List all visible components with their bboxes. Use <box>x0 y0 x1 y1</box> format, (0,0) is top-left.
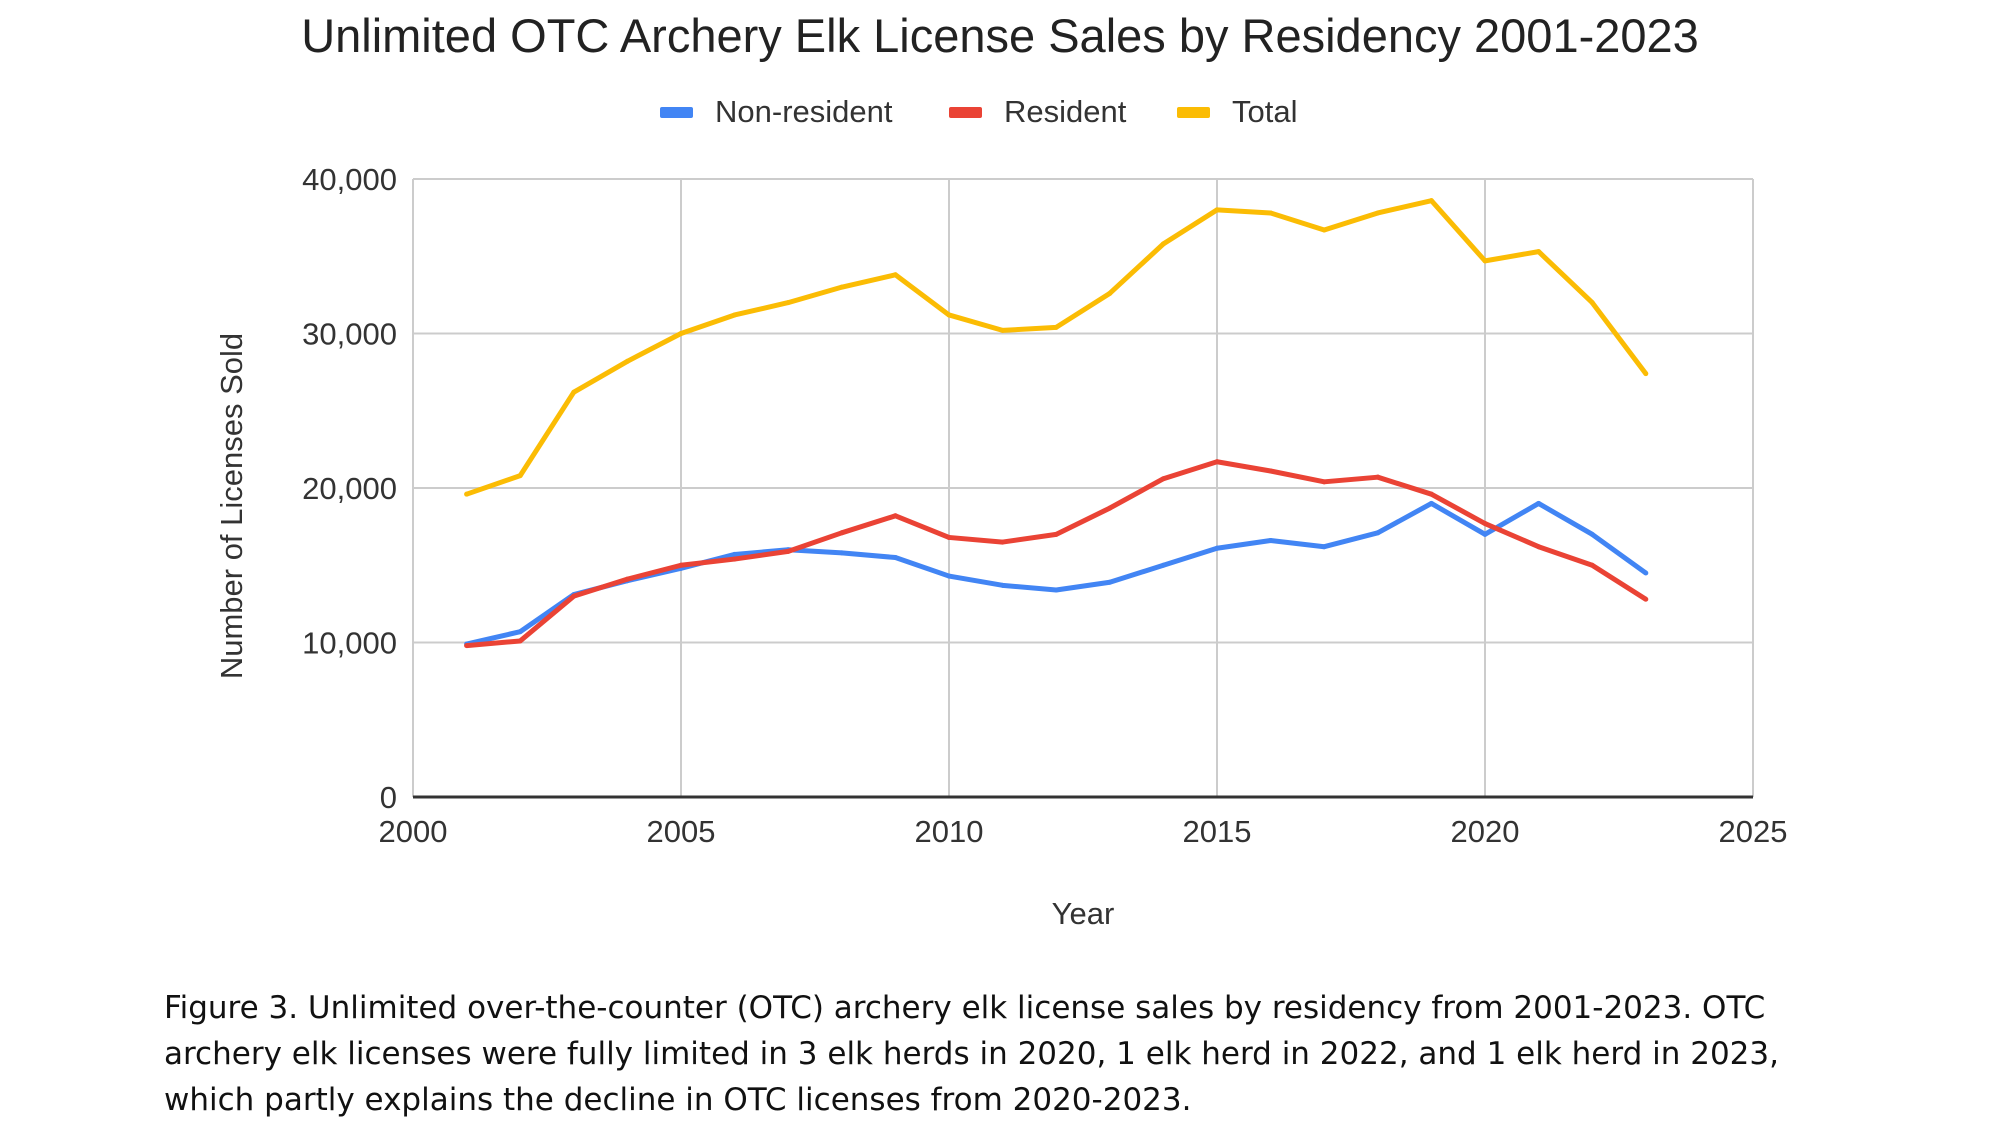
data-point <box>517 629 523 635</box>
data-point <box>732 556 738 562</box>
data-point <box>517 638 523 644</box>
data-point <box>1321 227 1327 233</box>
data-point <box>732 312 738 318</box>
data-point <box>1000 539 1006 545</box>
chart-title: Unlimited OTC Archery Elk License Sales … <box>301 9 1699 62</box>
data-point <box>1589 531 1595 537</box>
y-tick-label: 10,000 <box>302 626 397 661</box>
data-point <box>1268 538 1274 544</box>
data-point <box>1428 491 1434 497</box>
data-point <box>1536 544 1542 550</box>
data-point <box>1053 587 1059 593</box>
data-point <box>1375 474 1381 480</box>
data-point <box>839 530 845 536</box>
data-point <box>1428 500 1434 506</box>
legend-label: Resident <box>1004 94 1127 129</box>
x-tick-label: 2020 <box>1451 814 1520 849</box>
data-point <box>1482 521 1488 527</box>
data-point <box>1268 468 1274 474</box>
data-point <box>946 312 952 318</box>
data-point <box>1536 249 1542 255</box>
data-point <box>1160 476 1166 482</box>
x-tick-label: 2025 <box>1719 814 1788 849</box>
data-point <box>1589 562 1595 568</box>
data-point <box>1053 324 1059 330</box>
y-tick-label: 40,000 <box>302 162 397 197</box>
x-tick-label: 2005 <box>647 814 716 849</box>
data-point <box>1482 258 1488 264</box>
figure-caption: Figure 3. Unlimited over-the-counter (OT… <box>164 990 1779 1118</box>
data-point <box>464 643 470 649</box>
data-point <box>1107 290 1113 296</box>
data-point <box>517 473 523 479</box>
legend-swatch <box>949 106 982 118</box>
data-point <box>678 331 684 336</box>
data-point <box>839 284 845 290</box>
legend-item-total: Total <box>1177 92 1297 132</box>
data-point <box>732 551 738 557</box>
data-point <box>1160 241 1166 247</box>
x-axis-title: Year <box>1052 896 1115 931</box>
data-point <box>785 548 791 554</box>
data-point <box>1643 596 1649 602</box>
data-point <box>1053 531 1059 537</box>
legend-swatch <box>660 106 693 118</box>
data-point <box>946 573 952 579</box>
y-tick-label: 20,000 <box>302 471 397 506</box>
data-point <box>464 491 470 497</box>
data-point <box>1482 531 1488 537</box>
data-point <box>1107 579 1113 585</box>
data-point <box>1268 210 1274 216</box>
legend-item-non-resident: Non-resident <box>660 92 892 132</box>
data-point <box>1643 570 1649 576</box>
data-point <box>1536 500 1542 506</box>
data-point <box>1107 505 1113 511</box>
legend-label: Non-resident <box>715 94 893 129</box>
data-point <box>1643 371 1649 377</box>
data-point <box>839 550 845 556</box>
series-line-resident <box>466 459 1648 649</box>
data-point <box>1321 479 1327 485</box>
data-point <box>1000 582 1006 588</box>
legend-swatch <box>1177 106 1210 118</box>
legend-label: Total <box>1232 94 1298 129</box>
x-tick-label: 2000 <box>379 814 448 849</box>
data-point <box>1214 545 1220 551</box>
data-point <box>892 555 898 561</box>
data-point <box>678 562 684 568</box>
data-point <box>1375 210 1381 216</box>
data-point <box>624 358 630 364</box>
data-point <box>571 389 577 395</box>
legend-item-resident: Resident <box>949 92 1126 132</box>
y-tick-label: 0 <box>380 780 397 815</box>
data-point <box>571 593 577 599</box>
data-point <box>785 300 791 306</box>
data-point <box>1321 544 1327 550</box>
data-point <box>892 272 898 278</box>
data-point <box>1214 459 1220 465</box>
series-line-total <box>465 198 1648 497</box>
data-point <box>1589 300 1595 306</box>
x-tick-label: 2010 <box>915 814 984 849</box>
data-point <box>624 576 630 582</box>
data-point <box>1428 198 1434 204</box>
y-tick-label: 30,000 <box>302 317 397 352</box>
data-point <box>1000 327 1006 333</box>
y-axis-title: Number of Licenses Sold <box>214 333 249 679</box>
x-tick-label: 2015 <box>1183 814 1252 849</box>
data-point <box>946 534 952 540</box>
data-point <box>1160 562 1166 568</box>
data-point <box>1375 530 1381 536</box>
data-point <box>892 513 898 519</box>
data-point <box>1214 207 1220 213</box>
